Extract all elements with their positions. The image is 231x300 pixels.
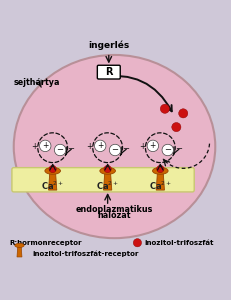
Text: +: +	[86, 142, 92, 151]
Text: inozitol-trifoszfát: inozitol-trifoszfát	[144, 240, 213, 246]
Text: Ca$^{2+}$: Ca$^{2+}$	[41, 179, 64, 192]
Circle shape	[103, 165, 111, 173]
Text: +: +	[97, 141, 103, 150]
Polygon shape	[103, 174, 111, 190]
Polygon shape	[155, 174, 164, 190]
Polygon shape	[48, 174, 57, 190]
Text: −: −	[56, 146, 63, 154]
Text: R:hormonreceptor: R:hormonreceptor	[9, 240, 81, 246]
Ellipse shape	[14, 55, 214, 238]
Text: +: +	[31, 142, 37, 151]
Circle shape	[109, 144, 120, 156]
Circle shape	[39, 140, 51, 152]
Text: inozitol-trifoszfát-receptor: inozitol-trifoszfát-receptor	[32, 251, 138, 257]
Ellipse shape	[45, 167, 60, 174]
Text: ingerlés: ingerlés	[88, 41, 129, 50]
Circle shape	[178, 109, 187, 118]
Text: −: −	[174, 144, 181, 153]
Circle shape	[160, 104, 169, 113]
Text: −: −	[111, 146, 118, 154]
Circle shape	[171, 122, 180, 132]
Text: R: R	[105, 67, 112, 77]
FancyBboxPatch shape	[97, 65, 120, 79]
FancyBboxPatch shape	[12, 168, 193, 192]
Circle shape	[94, 140, 106, 152]
Text: +: +	[138, 142, 145, 151]
Ellipse shape	[99, 167, 115, 174]
Text: hálózat: hálózat	[97, 211, 131, 220]
Text: sejthártya: sejthártya	[14, 78, 60, 87]
Text: +: +	[149, 141, 155, 150]
Text: Ca$^{2+}$: Ca$^{2+}$	[96, 179, 119, 192]
Polygon shape	[17, 247, 22, 257]
Circle shape	[54, 144, 66, 156]
Text: Ca$^{2+}$: Ca$^{2+}$	[148, 179, 171, 192]
Circle shape	[133, 238, 141, 247]
Ellipse shape	[15, 243, 24, 247]
Text: −: −	[67, 144, 74, 153]
Circle shape	[156, 165, 163, 173]
Circle shape	[49, 165, 56, 173]
Text: +: +	[42, 141, 48, 150]
Circle shape	[161, 144, 173, 156]
Text: endoplazmatikus: endoplazmatikus	[76, 205, 152, 214]
Text: −: −	[164, 146, 170, 154]
Text: −: −	[122, 144, 129, 153]
Ellipse shape	[152, 167, 167, 174]
Circle shape	[146, 140, 158, 152]
